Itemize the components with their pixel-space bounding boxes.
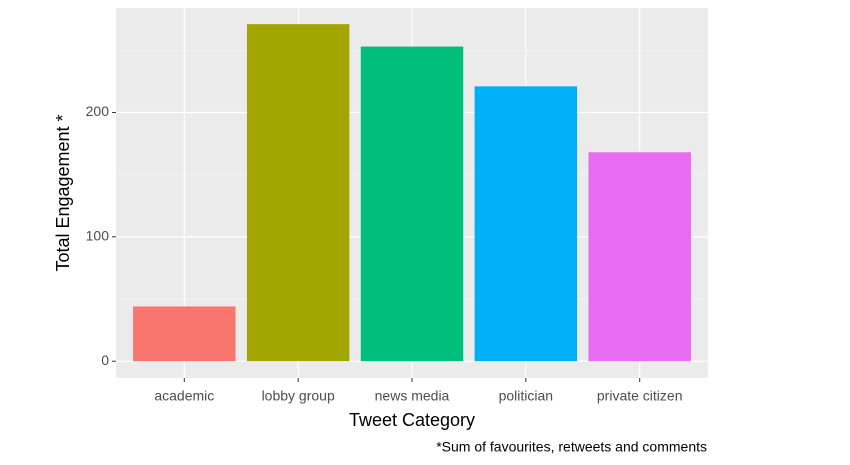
bar [133,306,236,362]
caption: *Sum of favourites, retweets and comment… [436,439,707,455]
bar [474,86,578,362]
y-tick-label: 200 [86,103,110,119]
x-tick-label: academic [154,388,214,404]
bar [588,152,691,362]
bar [246,24,350,362]
x-tick-label: politician [499,388,553,404]
y-axis-title: Total Engagement * [53,114,73,271]
x-axis-title: Tweet Category [349,410,475,430]
y-tick-label: 0 [101,352,109,368]
x-tick-label: lobby group [262,388,335,404]
y-tick-label: 100 [86,228,110,244]
x-tick-label: news media [375,388,450,404]
x-tick-label: private citizen [597,388,683,404]
bar [360,46,464,362]
